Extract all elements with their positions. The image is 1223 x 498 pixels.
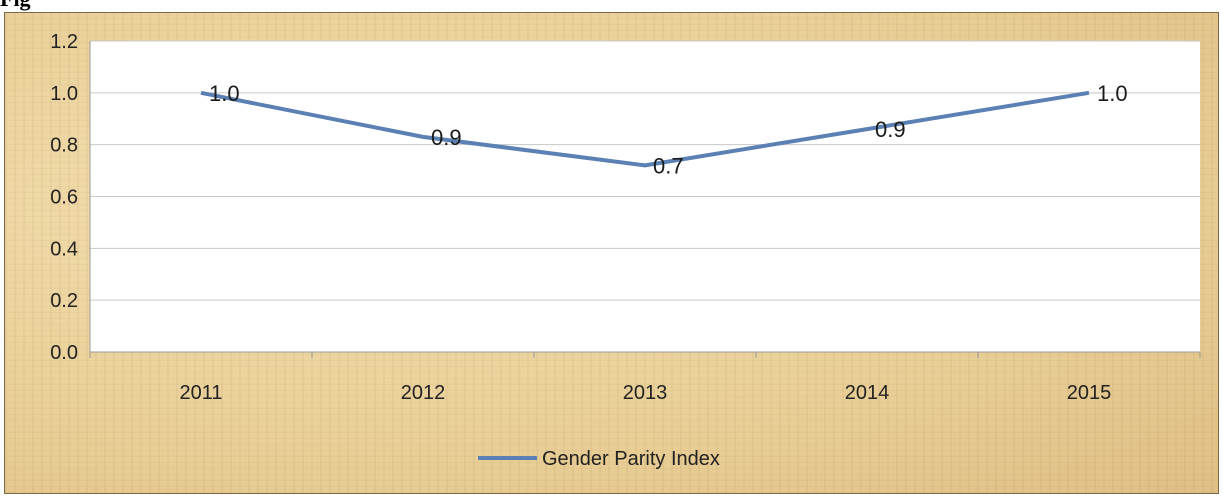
data-label: 0.9 bbox=[431, 125, 462, 150]
x-tick-label: 2011 bbox=[179, 382, 222, 404]
x-tick-label: 2012 bbox=[401, 382, 446, 404]
x-tick-label: 2014 bbox=[845, 382, 890, 404]
x-axis-ticks: 2011 2012 2013 2014 2015 bbox=[179, 382, 1111, 404]
axes bbox=[89, 41, 1201, 358]
series-group bbox=[200, 90, 1090, 168]
data-label: 0.9 bbox=[875, 117, 906, 142]
data-label: 1.0 bbox=[209, 81, 240, 106]
y-tick-label: 0.8 bbox=[50, 135, 78, 157]
x-tick-label: 2013 bbox=[623, 382, 668, 404]
data-label: 0.7 bbox=[653, 153, 684, 178]
y-tick-label: 0.4 bbox=[50, 238, 78, 260]
y-tick-label: 0.2 bbox=[50, 290, 78, 312]
y-tick-label: 0.0 bbox=[50, 342, 78, 364]
legend: Gender Parity Index bbox=[478, 448, 720, 470]
figure-caption: Fig bbox=[0, 0, 31, 14]
y-axis-ticks: 0.0 0.2 0.4 0.6 0.8 1.0 1.2 bbox=[50, 31, 78, 364]
series-line-gender-parity-index bbox=[200, 90, 1090, 168]
y-tick-label: 1.0 bbox=[50, 83, 78, 105]
y-tick-label: 1.2 bbox=[50, 31, 78, 53]
gridlines bbox=[90, 40, 1200, 301]
data-label: 1.0 bbox=[1097, 81, 1128, 106]
data-labels: 1.0 0.9 0.7 0.9 1.0 bbox=[209, 81, 1128, 179]
y-tick-label: 0.6 bbox=[50, 187, 78, 209]
x-tick-label: 2015 bbox=[1067, 382, 1112, 404]
legend-label: Gender Parity Index bbox=[542, 448, 720, 470]
